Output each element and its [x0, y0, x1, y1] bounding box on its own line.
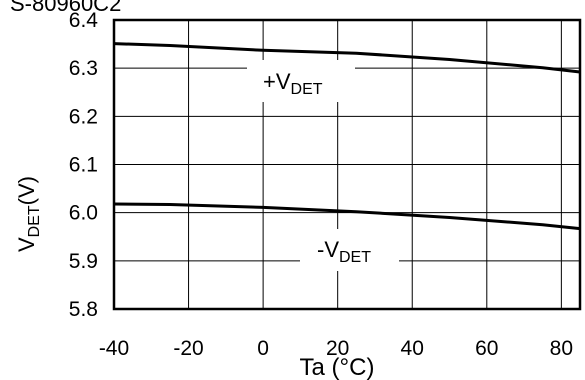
plot-frame — [112, 18, 582, 311]
y-axis-label-unit: (V) — [14, 176, 39, 205]
x-tick-label: 80 — [550, 337, 573, 360]
series-label-background — [247, 60, 355, 102]
series-layer — [113, 42, 581, 231]
series-label-prefix: -V — [317, 237, 339, 262]
y-tick-label: 5.9 — [69, 250, 98, 273]
series-label-plus-vdet: +VDET — [263, 69, 323, 98]
y-tick-label: 6.1 — [69, 154, 98, 177]
y-tick-label: 6.4 — [69, 9, 99, 32]
series-label-subscript: DET — [291, 81, 323, 98]
y-tick-label: 6.3 — [69, 57, 98, 80]
series-line-plus-vdet — [113, 42, 581, 74]
x-tick-label: 0 — [257, 337, 269, 360]
x-tick-label: 60 — [475, 337, 498, 360]
series-label-background — [300, 229, 399, 271]
x-tick-label: 20 — [326, 337, 349, 360]
series-labels: +VDET-VDET — [247, 60, 399, 271]
x-tick-label: -20 — [173, 337, 203, 360]
y-tick-label: 6.2 — [69, 105, 98, 128]
y-axis-label-main: V — [14, 237, 39, 252]
y-axis-label-sub: DET — [26, 205, 43, 237]
svg-text:VDET(V): VDET(V) — [14, 176, 43, 252]
y-axis-label: VDET(V) — [14, 176, 43, 252]
series-label-minus-vdet: -VDET — [317, 237, 371, 266]
chart-title-fragment: S-80960C2 — [10, 0, 121, 16]
series-line-minus-vdet — [113, 202, 581, 231]
series-label-prefix: +V — [263, 69, 291, 94]
x-tick-label: 40 — [401, 337, 424, 360]
x-tick-label: -40 — [99, 337, 129, 360]
y-tick-label: 5.8 — [69, 298, 98, 321]
tick-labels: -40 -20 0 20 40 60 80 5.8 5.9 6.0 6.1 6.2 6.3 6.4 — [69, 9, 573, 360]
x-axis-label: Ta (°C) — [300, 354, 375, 380]
y-tick-label: 6.0 — [69, 202, 98, 225]
series-label-subscript: DET — [339, 249, 371, 266]
